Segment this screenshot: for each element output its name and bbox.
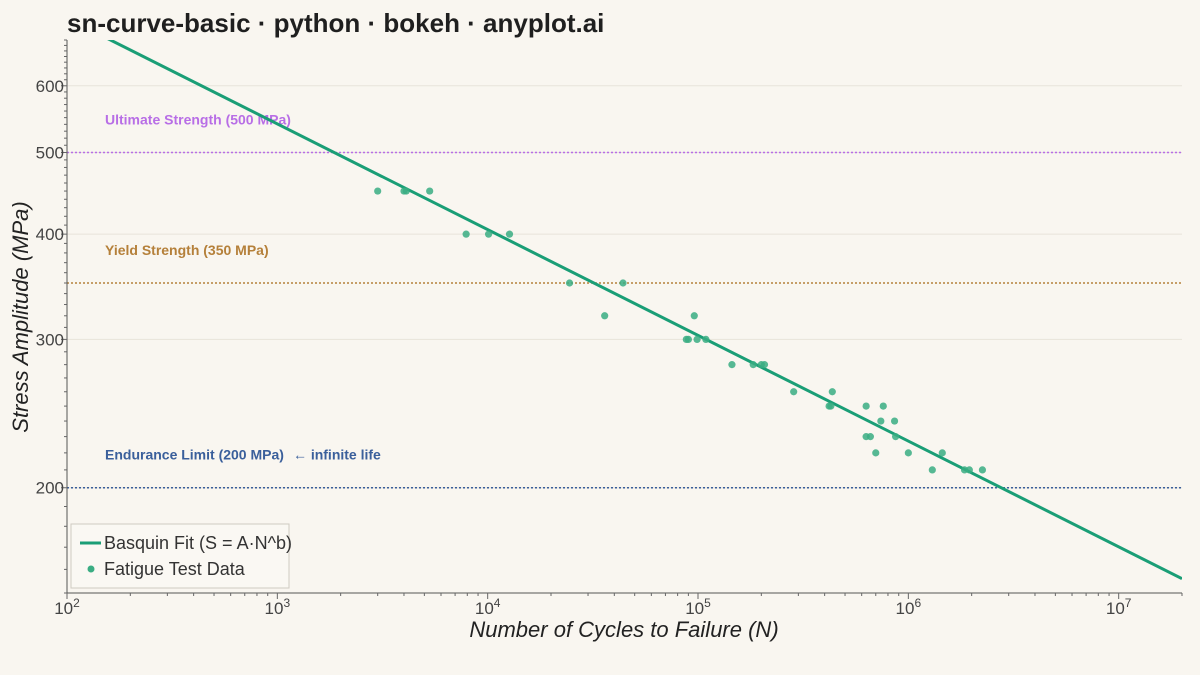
fit-line <box>107 40 1182 580</box>
data-point <box>690 312 698 320</box>
x-tick-exponent: 6 <box>914 596 921 610</box>
legend-box <box>70 523 290 589</box>
x-tick-exponent: 2 <box>73 596 80 610</box>
data-point <box>484 230 493 238</box>
data-point <box>928 466 936 474</box>
y-tick-label: 300 <box>36 330 64 349</box>
y-tick-label: 200 <box>36 479 64 498</box>
data-point <box>877 417 885 425</box>
data-point <box>693 335 701 343</box>
legend-data-label: Fatigue Test Data <box>104 559 246 579</box>
data-point <box>426 187 434 195</box>
data-point <box>790 388 798 396</box>
data-points <box>374 187 987 474</box>
data-point <box>462 230 470 238</box>
data-point <box>978 466 987 474</box>
data-point <box>565 279 574 287</box>
x-axis-title: Number of Cycles to Failure (N) <box>469 617 778 642</box>
ref-label-endurance: Endurance Limit (200 MPa) ← infinite life <box>105 447 381 463</box>
y-tick-label: 500 <box>36 144 64 163</box>
grid <box>67 85 1182 489</box>
x-tick-base: 10 <box>265 599 284 618</box>
data-point <box>601 312 609 320</box>
y-tick-label: 600 <box>36 77 64 96</box>
fit-layer <box>107 40 1182 580</box>
x-tick-label: 104 <box>475 596 501 618</box>
data-point <box>872 449 880 457</box>
x-tick-exponent: 4 <box>494 596 501 610</box>
x-tick-label: 102 <box>54 596 80 618</box>
data-point <box>728 361 736 369</box>
x-tick-base: 10 <box>1106 599 1125 618</box>
data-point <box>827 402 835 410</box>
ref-annotation-endurance: ← infinite life <box>293 447 381 463</box>
data-point <box>749 361 757 369</box>
data-point <box>402 187 410 195</box>
data-point <box>904 449 912 457</box>
y-tick-label: 400 <box>36 225 64 244</box>
data-point <box>505 230 514 238</box>
data-point <box>760 361 769 369</box>
ref-label-ultimate: Ultimate Strength (500 MPa) <box>105 112 291 128</box>
data-point <box>866 433 874 441</box>
x-tick-exponent: 3 <box>283 596 290 610</box>
data-point <box>879 402 887 410</box>
x-tick-base: 10 <box>475 599 494 618</box>
data-point <box>684 335 692 343</box>
legend-fit-label: Basquin Fit (S = A·N^b) <box>104 533 292 553</box>
data-point <box>702 335 710 343</box>
data-point <box>619 279 627 287</box>
x-tick-exponent: 7 <box>1125 596 1132 610</box>
ref-label-yield: Yield Strength (350 MPa) <box>105 242 269 258</box>
x-tick-label: 103 <box>265 596 291 618</box>
data-point <box>374 187 382 195</box>
y-axis-title: Stress Amplitude (MPa) <box>8 201 33 432</box>
x-tick-label: 105 <box>685 596 711 618</box>
data-point <box>890 417 899 425</box>
data-point <box>938 449 946 457</box>
legend-data-swatch <box>87 565 95 573</box>
x-tick-base: 10 <box>54 599 73 618</box>
data-point <box>965 466 973 474</box>
x-tick-label: 107 <box>1106 596 1132 618</box>
page-title: sn-curve-basic · python · bokeh · anyplo… <box>67 8 605 38</box>
x-tick-label: 106 <box>896 596 922 618</box>
x-tick-base: 10 <box>685 599 704 618</box>
data-point <box>828 388 836 396</box>
x-tick-exponent: 5 <box>704 596 711 610</box>
data-point <box>892 433 900 441</box>
x-tick-base: 10 <box>896 599 915 618</box>
data-point <box>862 402 870 410</box>
legend: Basquin Fit (S = A·N^b) Fatigue Test Dat… <box>70 523 292 589</box>
